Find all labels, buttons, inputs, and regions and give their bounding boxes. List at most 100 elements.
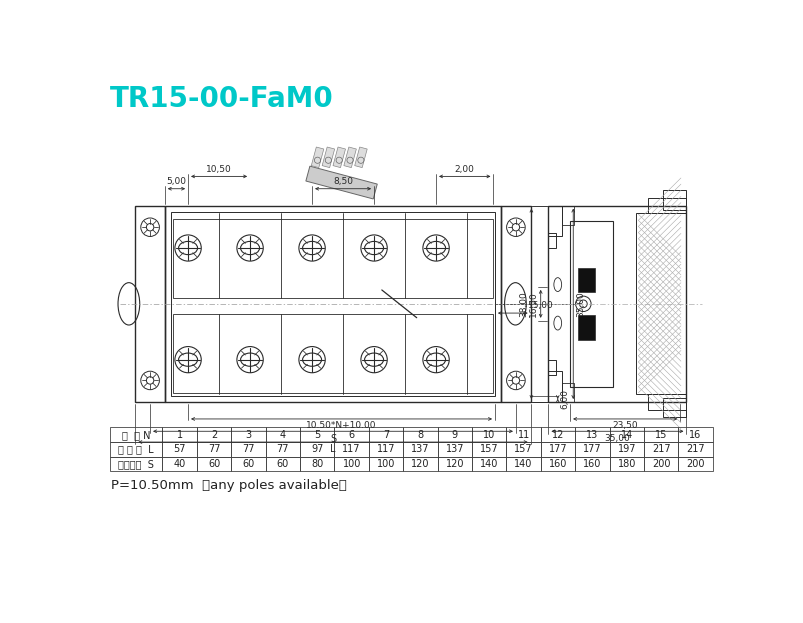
Bar <box>322 147 334 168</box>
Bar <box>265 427 300 442</box>
Bar <box>548 206 562 237</box>
Bar <box>471 427 506 442</box>
Text: 180: 180 <box>617 459 635 469</box>
Text: 6,00: 6,00 <box>560 389 569 409</box>
Text: 117: 117 <box>377 444 395 454</box>
Bar <box>354 147 367 168</box>
Text: 60: 60 <box>208 459 220 469</box>
Text: 60: 60 <box>242 459 255 469</box>
Bar <box>540 427 574 442</box>
Bar <box>678 442 712 457</box>
Bar <box>231 442 265 457</box>
Text: 35,00: 35,00 <box>604 434 630 442</box>
Bar <box>110 457 162 472</box>
Bar <box>678 427 712 442</box>
Bar <box>540 457 574 472</box>
Bar <box>197 442 231 457</box>
Bar <box>643 457 678 472</box>
Text: 10,50: 10,50 <box>206 165 231 174</box>
Text: L: L <box>330 444 336 454</box>
Text: 140: 140 <box>514 459 532 469</box>
Bar <box>369 427 403 442</box>
Bar <box>643 442 678 457</box>
Bar <box>562 383 573 402</box>
Text: 38,00: 38,00 <box>519 291 528 316</box>
Text: 120: 120 <box>445 459 463 469</box>
Bar <box>300 457 334 472</box>
Bar <box>577 268 594 292</box>
Bar <box>265 442 300 457</box>
Bar <box>471 457 506 472</box>
Text: 10: 10 <box>483 430 495 440</box>
Text: 137: 137 <box>410 444 429 454</box>
Text: 5: 5 <box>314 430 320 440</box>
Bar <box>311 147 324 168</box>
Bar <box>334 427 369 442</box>
Bar <box>548 206 686 402</box>
Bar <box>643 427 678 442</box>
Bar <box>635 213 686 394</box>
Text: 80: 80 <box>311 459 323 469</box>
Bar <box>437 457 471 472</box>
Bar <box>574 442 609 457</box>
Text: 160: 160 <box>548 459 566 469</box>
Text: 40: 40 <box>173 459 185 469</box>
Bar <box>437 427 471 442</box>
Bar <box>569 221 612 387</box>
Text: 77: 77 <box>208 444 220 454</box>
Text: 8: 8 <box>417 430 423 440</box>
Text: P=10.50mm  （any poles available）: P=10.50mm （any poles available） <box>111 479 347 492</box>
Bar <box>548 232 556 248</box>
Text: 77: 77 <box>276 444 289 454</box>
Bar <box>506 427 540 442</box>
Bar <box>369 457 403 472</box>
Bar <box>500 206 530 402</box>
Bar <box>609 457 643 472</box>
Text: 100: 100 <box>377 459 395 469</box>
Text: 117: 117 <box>342 444 361 454</box>
Bar <box>506 442 540 457</box>
Text: 13: 13 <box>585 430 597 440</box>
Bar <box>173 219 493 298</box>
Bar <box>540 442 574 457</box>
Text: 200: 200 <box>651 459 670 469</box>
Text: 14: 14 <box>620 430 632 440</box>
Text: 157: 157 <box>514 444 532 454</box>
Text: 197: 197 <box>617 444 635 454</box>
Bar <box>609 427 643 442</box>
Bar <box>332 147 345 168</box>
Text: 2: 2 <box>210 430 217 440</box>
Bar <box>300 442 334 457</box>
Bar <box>647 198 686 213</box>
Text: 4: 4 <box>279 430 286 440</box>
Text: 12: 12 <box>551 430 564 440</box>
Bar <box>577 315 594 340</box>
Bar <box>300 427 334 442</box>
Text: 100: 100 <box>342 459 361 469</box>
Text: 35,00: 35,00 <box>576 291 585 316</box>
Bar <box>162 427 197 442</box>
Bar <box>231 457 265 472</box>
Bar <box>647 394 686 410</box>
Bar <box>165 206 500 402</box>
Bar <box>162 442 197 457</box>
Bar <box>662 398 686 417</box>
Text: 120: 120 <box>410 459 429 469</box>
Bar <box>662 190 686 209</box>
Bar <box>403 457 437 472</box>
Text: 177: 177 <box>548 444 567 454</box>
Bar <box>548 371 562 402</box>
Text: 200: 200 <box>686 459 704 469</box>
Text: TR15-00-FaM0: TR15-00-FaM0 <box>110 85 333 113</box>
Bar <box>162 457 197 472</box>
Text: 16: 16 <box>688 430 701 440</box>
Bar <box>678 457 712 472</box>
Text: 57: 57 <box>173 444 185 454</box>
Text: 137: 137 <box>445 444 463 454</box>
Text: 极  数 N: 极 数 N <box>122 430 150 440</box>
Text: 15,00: 15,00 <box>528 301 553 310</box>
Bar <box>609 442 643 457</box>
Bar <box>231 427 265 442</box>
Bar <box>369 442 403 457</box>
Bar <box>197 457 231 472</box>
